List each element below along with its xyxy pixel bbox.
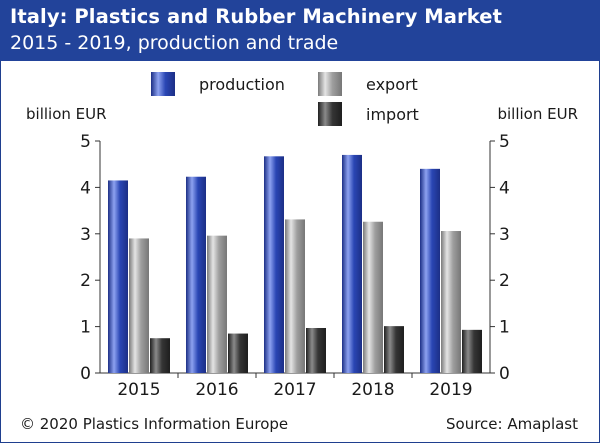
y-tick-label-right: 5 [499, 132, 510, 152]
source-note: Source: Amaplast [446, 415, 578, 433]
legend-label-export: export [366, 75, 418, 94]
y-tick-label-right: 2 [499, 271, 510, 291]
bar-import-2016 [228, 333, 248, 373]
bar-production-2015 [108, 180, 128, 373]
x-tick-label: 2015 [117, 380, 160, 400]
legend-swatch-production [151, 72, 175, 96]
x-tick-label: 2017 [273, 380, 316, 400]
legend-label-production: production [199, 75, 285, 94]
bar-production-2019 [420, 168, 440, 373]
plot-area: 0 0 1 1 2 2 3 3 4 4 5 5 2015 2016 2017 2018 2019 [80, 132, 510, 400]
legend-swatch-export [318, 72, 342, 96]
y-tick-label-right: 4 [499, 178, 510, 198]
y-tick-label-left: 0 [80, 364, 91, 384]
bar-export-2015 [129, 238, 149, 373]
y-tick-label-left: 4 [80, 178, 91, 198]
legend-label-import: import [366, 105, 419, 124]
bar-import-2017 [306, 327, 326, 373]
copyright-notice: © 2020 Plastics Information Europe [20, 415, 289, 433]
x-tick-label: 2019 [429, 380, 472, 400]
bar-export-2017 [285, 219, 305, 373]
chart-title: Italy: Plastics and Rubber Machinery Mar… [10, 5, 503, 28]
bar-production-2016 [186, 176, 206, 373]
legend-swatch-import [318, 102, 342, 126]
bar-import-2018 [384, 326, 404, 373]
bar-export-2016 [207, 235, 227, 373]
bar-import-2019 [462, 329, 482, 373]
y-tick-label-right: 1 [499, 318, 510, 338]
y-tick-label-right: 3 [499, 225, 510, 245]
chart-header: Italy: Plastics and Rubber Machinery Mar… [0, 0, 600, 61]
bar-export-2018 [363, 221, 383, 373]
x-tick-label: 2018 [351, 380, 394, 400]
y-tick-label-left: 3 [80, 225, 91, 245]
x-tick-label: 2016 [195, 380, 238, 400]
bar-export-2019 [441, 231, 461, 373]
y-axis-label-left: billion EUR [26, 105, 107, 123]
y-tick-label-left: 2 [80, 271, 91, 291]
bar-production-2018 [342, 154, 362, 373]
chart-subtitle: 2015 - 2019, production and trade [10, 32, 339, 54]
y-tick-label-left: 5 [80, 132, 91, 152]
bar-import-2015 [150, 338, 170, 373]
bar-production-2017 [264, 156, 284, 373]
y-tick-label-left: 1 [80, 318, 91, 338]
legend: production export import [151, 72, 419, 126]
y-axis-label-right: billion EUR [497, 105, 578, 123]
y-tick-label-right: 0 [499, 364, 510, 384]
